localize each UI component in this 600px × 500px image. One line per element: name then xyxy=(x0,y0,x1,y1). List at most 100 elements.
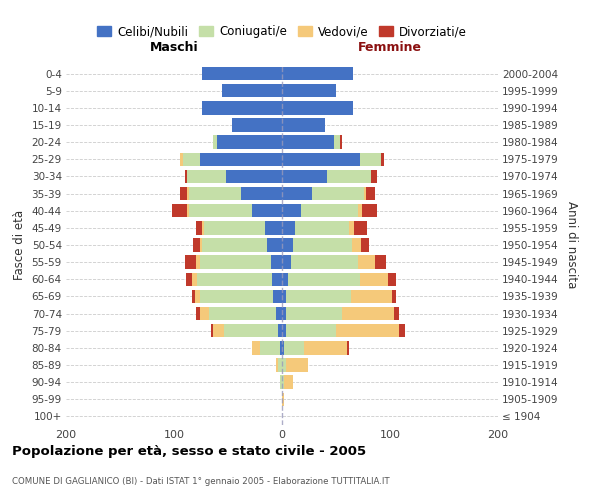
Bar xyxy=(224,324,278,338)
Bar xyxy=(282,238,293,252)
Bar xyxy=(312,187,364,200)
Bar xyxy=(211,324,213,338)
Bar xyxy=(185,256,196,269)
Bar xyxy=(194,290,200,303)
Bar xyxy=(221,84,282,98)
Bar xyxy=(286,307,343,320)
Bar xyxy=(282,358,286,372)
Bar xyxy=(209,307,275,320)
Bar xyxy=(360,272,388,286)
Bar xyxy=(340,136,343,149)
Bar xyxy=(328,170,371,183)
Bar xyxy=(189,187,241,200)
Bar xyxy=(213,136,217,149)
Bar xyxy=(280,341,282,354)
Bar xyxy=(362,204,377,218)
Bar xyxy=(274,290,282,303)
Bar xyxy=(187,204,189,218)
Bar xyxy=(193,290,194,303)
Bar xyxy=(272,272,282,286)
Bar xyxy=(282,221,295,234)
Bar xyxy=(358,204,362,218)
Bar xyxy=(202,101,282,114)
Bar xyxy=(196,221,202,234)
Bar xyxy=(182,152,200,166)
Bar xyxy=(265,221,282,234)
Bar xyxy=(282,136,334,149)
Bar xyxy=(280,376,282,389)
Bar xyxy=(301,204,358,218)
Bar xyxy=(286,324,336,338)
Bar xyxy=(196,256,200,269)
Legend: Celibi/Nubili, Coniugati/e, Vedovi/e, Divorziati/e: Celibi/Nubili, Coniugati/e, Vedovi/e, Di… xyxy=(92,20,472,43)
Bar xyxy=(278,358,282,372)
Bar xyxy=(375,256,386,269)
Bar xyxy=(282,204,301,218)
Bar xyxy=(284,376,293,389)
Y-axis label: Fasce di età: Fasce di età xyxy=(13,210,26,280)
Bar xyxy=(358,256,375,269)
Bar xyxy=(282,187,312,200)
Bar xyxy=(282,324,286,338)
Bar xyxy=(189,204,252,218)
Bar xyxy=(282,272,289,286)
Bar xyxy=(290,256,358,269)
Bar xyxy=(366,187,375,200)
Bar xyxy=(336,324,398,338)
Bar xyxy=(200,256,271,269)
Bar xyxy=(187,187,189,200)
Bar xyxy=(398,324,405,338)
Bar xyxy=(343,307,394,320)
Bar xyxy=(289,272,360,286)
Bar xyxy=(275,307,282,320)
Bar xyxy=(267,238,282,252)
Bar xyxy=(193,238,200,252)
Bar xyxy=(204,221,265,234)
Bar xyxy=(349,221,355,234)
Bar xyxy=(282,67,353,80)
Y-axis label: Anni di nascita: Anni di nascita xyxy=(565,202,578,288)
Bar xyxy=(304,341,347,354)
Bar xyxy=(282,118,325,132)
Bar xyxy=(352,238,361,252)
Bar xyxy=(185,170,187,183)
Bar xyxy=(282,101,353,114)
Bar xyxy=(282,152,360,166)
Bar xyxy=(252,204,282,218)
Bar xyxy=(282,392,284,406)
Bar xyxy=(202,238,267,252)
Bar xyxy=(252,341,260,354)
Bar xyxy=(282,307,286,320)
Bar xyxy=(351,290,392,303)
Bar xyxy=(213,324,224,338)
Bar xyxy=(347,341,349,354)
Bar xyxy=(181,187,187,200)
Bar xyxy=(282,376,284,389)
Bar xyxy=(202,67,282,80)
Text: Popolazione per età, sesso e stato civile - 2005: Popolazione per età, sesso e stato civil… xyxy=(12,445,366,458)
Text: COMUNE DI GAGLIANICO (BI) - Dati ISTAT 1° gennaio 2005 - Elaborazione TUTTITALIA: COMUNE DI GAGLIANICO (BI) - Dati ISTAT 1… xyxy=(12,477,389,486)
Bar xyxy=(388,272,397,286)
Bar xyxy=(364,187,366,200)
Bar xyxy=(278,324,282,338)
Bar xyxy=(181,152,182,166)
Bar xyxy=(187,170,226,183)
Bar xyxy=(200,307,209,320)
Bar xyxy=(334,136,340,149)
Bar xyxy=(355,221,367,234)
Bar xyxy=(197,272,272,286)
Bar xyxy=(226,170,282,183)
Bar xyxy=(260,341,280,354)
Bar xyxy=(217,136,282,149)
Bar xyxy=(286,358,308,372)
Bar xyxy=(241,187,282,200)
Bar xyxy=(361,238,370,252)
Bar xyxy=(282,290,286,303)
Text: Maschi: Maschi xyxy=(149,41,199,54)
Bar xyxy=(196,307,200,320)
Bar xyxy=(360,152,382,166)
Bar xyxy=(293,238,352,252)
Bar xyxy=(371,170,377,183)
Bar xyxy=(200,290,274,303)
Bar xyxy=(282,341,284,354)
